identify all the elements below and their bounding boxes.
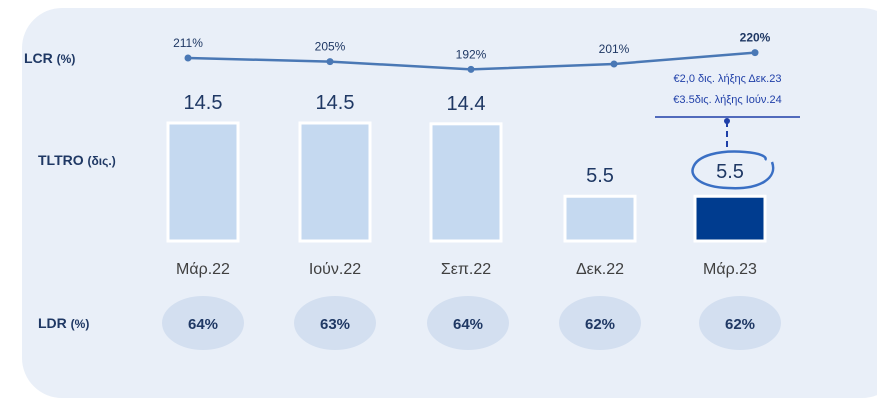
category-label-3: Δεκ.22: [576, 261, 624, 278]
tltro-bar-2: [429, 122, 503, 243]
ldr-ellipse-1: [294, 296, 376, 350]
lcr-label-4: 220%: [740, 31, 771, 45]
ldr-ellipse-4: [699, 296, 781, 350]
tltro-label: TLTRO: [38, 152, 84, 168]
tltro-bar-0: [166, 121, 240, 243]
ldr-value-1: 63%: [320, 316, 350, 333]
ldr-value-0: 64%: [188, 316, 218, 333]
lcr-label-0: 211%: [173, 36, 203, 50]
lcr-label-2: 192%: [456, 47, 487, 61]
tltro-value-2: 14.4: [447, 93, 486, 115]
lcr-unit: (%): [56, 52, 76, 66]
ldr-ellipse-2: [427, 296, 509, 350]
ldr-ellipse-3: [559, 296, 641, 350]
tltro-value-3: 5.5: [586, 165, 614, 187]
ldr-value-3: 62%: [585, 316, 615, 333]
tltro-value-4: 5.5: [716, 161, 744, 183]
tltro-bar-3: [563, 194, 637, 243]
annotation-line-2: €3.5δις. λήξης Ιούν.24: [673, 94, 782, 106]
tltro-unit: (δις.): [87, 154, 116, 168]
lcr-point-1: [326, 58, 334, 66]
ldr-unit: (%): [70, 317, 90, 331]
lcr-point-3: [610, 60, 618, 68]
ldr-value-4: 62%: [725, 316, 755, 333]
ldr-label: LDR: [38, 315, 67, 331]
lcr-label: LCR: [24, 50, 53, 66]
lcr-point-0: [184, 54, 192, 62]
lcr-label-3: 201%: [599, 42, 630, 56]
category-label-4: Μάρ.23: [703, 261, 757, 278]
lcr-point-2: [467, 65, 475, 73]
tltro-value-1: 14.5: [316, 92, 355, 114]
annotation-dot: [724, 118, 730, 124]
ldr-value-2: 64%: [453, 316, 483, 333]
tltro-value-0: 14.5: [184, 92, 223, 114]
ldr-row-label: LDR (%): [38, 315, 89, 331]
tltro-bar-1: [298, 121, 372, 243]
lcr-point-4: [751, 49, 759, 57]
tltro-bar-4: [693, 194, 767, 243]
lcr-row-label: LCR (%): [24, 50, 75, 66]
ldr-ellipse-0: [162, 296, 244, 350]
category-label-1: Ιούν.22: [309, 261, 361, 278]
tltro-row-label: TLTRO (δις.): [38, 152, 116, 168]
annotation-line-1: €2,0 δις. λήξης Δεκ.23: [673, 73, 782, 85]
lcr-label-1: 205%: [315, 40, 346, 54]
highlight-circle: [691, 150, 775, 190]
category-label-0: Μάρ.22: [176, 261, 230, 278]
category-label-2: Σεπ.22: [441, 261, 491, 278]
